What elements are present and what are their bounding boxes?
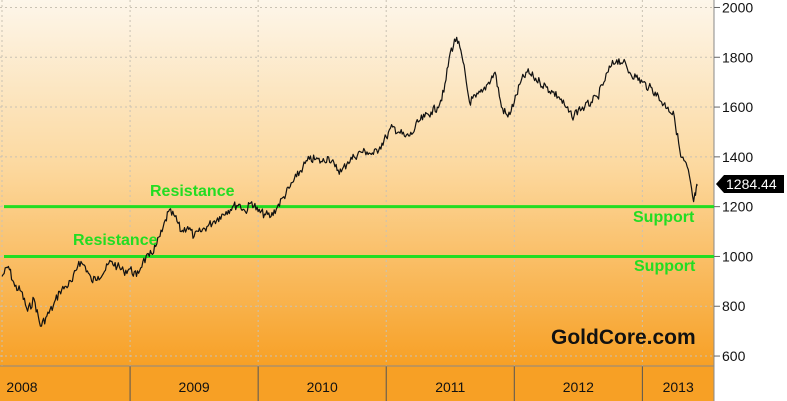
x-tick-label: 2009 [179,379,210,395]
resistance-label-upper: Resistance [150,183,235,200]
x-tick-label: 2013 [663,379,694,395]
y-tick-label: 1400 [722,149,753,165]
gold-price-series-line [1,36,698,327]
x-axis-band [0,366,714,401]
y-axis-strip [714,0,787,401]
y-axis-ticks: 600 800 1000 1200 1400 1600 1800 2000 [714,0,753,364]
last-value-label: 1284.44 [726,176,777,192]
y-tick-label: 1600 [722,99,753,115]
resistance-label-lower: Resistance [73,232,158,249]
y-tick-label: 600 [722,348,746,364]
support-label-lower: Support [634,258,696,275]
x-tick-label: 2010 [307,379,338,395]
year-separators [129,366,643,401]
plot-background [0,0,714,366]
y-tick-label: 800 [722,298,746,314]
x-tick-label: 2011 [435,379,465,395]
reference-lines [4,205,714,258]
last-value-tag-shape [716,175,784,193]
y-tick-label: 1000 [722,248,753,264]
y-tick-label: 2000 [722,0,753,15]
y-tick-label: 1800 [722,49,753,65]
y-tick-label: 1200 [722,199,753,215]
x-tick-label: 2012 [563,379,594,395]
last-value-tag: 1284.44 [716,175,784,193]
support-label-upper: Support [633,209,695,226]
x-tick-label: 2008 [6,379,37,395]
brand-watermark: GoldCore.com [551,326,696,349]
x-axis-ticks: 2008 2009 2010 2011 2012 2013 [6,379,694,395]
